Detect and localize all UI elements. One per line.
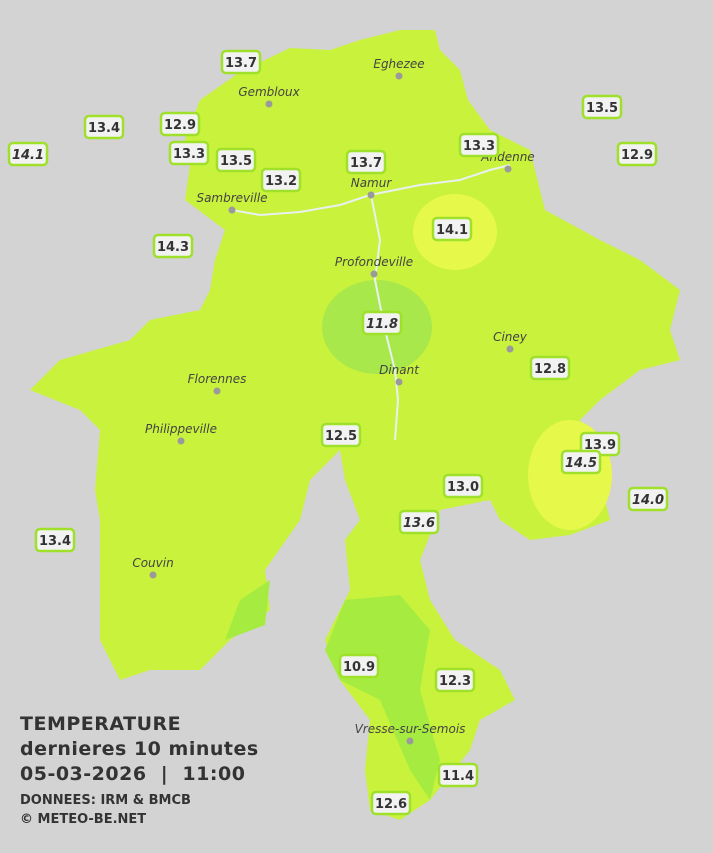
town-label: Sambreville [196, 191, 267, 205]
station-value: 13.2 [265, 174, 297, 189]
town-dot [395, 378, 403, 386]
station-value: 13.7 [350, 156, 382, 171]
station-box [34, 527, 76, 553]
station-box [260, 167, 302, 193]
town-label: Dinant [379, 363, 420, 377]
station-value: 10.9 [343, 660, 375, 675]
town-label: Profondeville [335, 255, 413, 269]
town-dot [406, 737, 414, 745]
copyright: © METEO-BE.NET [20, 812, 146, 827]
station-value: 12.6 [375, 797, 407, 812]
station-box [361, 310, 403, 336]
town-label: Ciney [493, 330, 528, 344]
station-box [83, 114, 125, 140]
station-box [152, 233, 194, 259]
station-box [338, 653, 380, 679]
station-value: 14.0 [632, 493, 664, 508]
station-value: 13.5 [220, 154, 252, 169]
station-value: 13.4 [88, 121, 120, 136]
station-box [529, 355, 571, 381]
station-value: 13.4 [39, 534, 71, 549]
cool-zone [325, 595, 440, 800]
station-value: 12.5 [325, 429, 357, 444]
town-dot [213, 387, 221, 395]
station-value: 13.7 [225, 56, 257, 71]
station-box [437, 762, 479, 788]
station-value: 13.6 [403, 516, 435, 531]
station-box [168, 140, 210, 166]
station-box [159, 111, 201, 137]
town-dot [370, 270, 378, 278]
subtitle: dernieres 10 minutes [20, 738, 259, 760]
station-box [616, 141, 658, 167]
station-value: 11.4 [442, 769, 474, 784]
station-box [370, 790, 412, 816]
station-box [215, 147, 257, 173]
town-label: Gembloux [238, 85, 300, 99]
station-box [431, 216, 473, 242]
station-box [581, 94, 623, 120]
station-box [220, 49, 262, 75]
station-value: 12.9 [621, 148, 653, 163]
station-box [398, 509, 440, 535]
station-value: 13.3 [463, 139, 495, 154]
station-box [560, 449, 602, 475]
town-dot [506, 345, 514, 353]
timestamp: 05-03-2026 | 11:00 [20, 763, 245, 785]
station-box [434, 667, 476, 693]
station-value: 14.1 [436, 223, 468, 238]
station-box [442, 473, 484, 499]
station-value: 12.3 [439, 674, 471, 689]
town-label: Florennes [188, 372, 247, 386]
station-value: 12.9 [164, 118, 196, 133]
station-box [320, 422, 362, 448]
station-value: 13.9 [584, 438, 616, 453]
station-box [7, 141, 49, 167]
town-dot [367, 191, 375, 199]
town-dot [149, 571, 157, 579]
station-value: 12.8 [534, 362, 566, 377]
town-label: Philippeville [145, 422, 217, 436]
station-value: 14.5 [565, 456, 597, 471]
source: DONNEES: IRM & BMCB [20, 793, 191, 808]
town-label: Vresse-sur-Semois [355, 722, 466, 736]
town-dot [395, 72, 403, 80]
station-box [345, 149, 387, 175]
station-box [458, 132, 500, 158]
station-box [627, 486, 669, 512]
station-value: 13.3 [173, 147, 205, 162]
station-value: 13.0 [447, 480, 479, 495]
town-dot [504, 165, 512, 173]
station-value: 11.8 [366, 317, 398, 332]
labels: EghezeeGemblouxAndenneNamurSambrevillePr… [7, 49, 669, 816]
cool-zone [225, 580, 270, 640]
town-label: Couvin [132, 556, 173, 570]
town-dot [265, 100, 273, 108]
station-value: 13.5 [586, 101, 618, 116]
town-dot [228, 206, 236, 214]
town-label: Namur [351, 176, 393, 190]
town-dot [177, 437, 185, 445]
station-value: 14.3 [157, 240, 189, 255]
title: TEMPERATURE [20, 713, 181, 735]
town-label: Eghezee [373, 57, 424, 71]
station-value: 14.1 [12, 148, 44, 163]
